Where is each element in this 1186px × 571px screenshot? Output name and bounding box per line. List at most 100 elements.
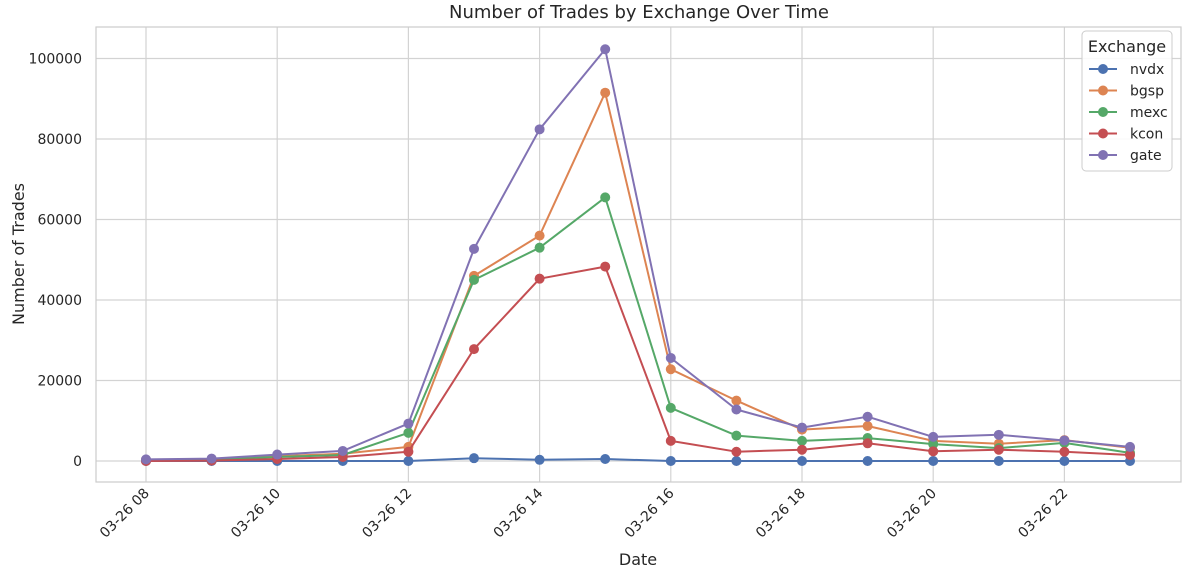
data-point-kcon (1059, 446, 1070, 457)
data-point-gate (1125, 441, 1135, 452)
data-point-kcon (731, 446, 742, 457)
data-point-bgsp (600, 87, 611, 98)
x-tick-label: 03-26 20 (884, 486, 940, 542)
y-tick-label: 60000 (37, 213, 82, 229)
chart-title: Number of Trades by Exchange Over Time (449, 2, 829, 23)
legend-marker (1098, 107, 1108, 117)
data-point-kcon (600, 261, 611, 272)
data-point-mexc (600, 192, 611, 203)
legend-marker (1098, 150, 1108, 160)
x-tick-labels: 03-26 08 03-26 10 03-26 12 03-26 14 03-26 16… (97, 485, 1071, 541)
data-point-mexc (403, 427, 414, 438)
data-point-gate (337, 445, 348, 456)
series-kcon (141, 261, 1135, 466)
series-layer (141, 44, 1135, 466)
legend-title: Exchange (1088, 37, 1166, 56)
y-tick-label: 80000 (37, 132, 82, 148)
legend-marker (1098, 64, 1108, 74)
data-point-gate (1059, 435, 1070, 446)
y-tick-label: 40000 (37, 293, 82, 309)
data-point-nvdx (1059, 456, 1070, 466)
data-point-nvdx (928, 456, 939, 466)
series-line-bgsp (145, 91, 1131, 461)
y-tick-label: 100000 (29, 52, 82, 68)
data-point-bgsp (665, 364, 676, 375)
data-point-kcon (403, 446, 414, 457)
legend-item-mexc: mexc (1089, 105, 1168, 121)
series-line-gate (145, 48, 1131, 461)
series-bgsp (141, 87, 1135, 465)
y-tick-label: 0 (73, 454, 82, 470)
x-tick-label: 03-26 14 (491, 485, 547, 541)
data-point-gate (665, 352, 676, 363)
legend-item-bgsp: bgsp (1089, 84, 1164, 100)
data-point-nvdx (731, 456, 742, 466)
data-point-kcon (797, 444, 807, 455)
data-point-mexc (469, 274, 479, 285)
data-point-kcon (993, 444, 1004, 455)
series-line-nvdx (146, 457, 1130, 462)
data-point-nvdx (600, 453, 611, 464)
data-point-kcon (928, 446, 939, 457)
x-tick-label: 03-26 10 (228, 486, 284, 542)
data-point-gate (600, 44, 611, 55)
legend-label: kcon (1130, 127, 1163, 143)
legend: Exchange nvdx bgsp mexc kcon gate (1081, 30, 1173, 172)
x-axis-label: Date (619, 550, 657, 569)
data-point-kcon (1125, 449, 1135, 460)
data-point-nvdx (862, 456, 873, 466)
x-tick-label: 03-26 08 (97, 486, 153, 542)
data-point-mexc (928, 439, 939, 450)
y-tick-labels: 0 20000 40000 60000 80000 100000 (29, 52, 82, 471)
data-point-kcon (469, 344, 479, 355)
legend-label: mexc (1130, 105, 1168, 121)
data-point-gate (993, 429, 1004, 440)
grid (96, 27, 1181, 482)
legend-item-nvdx: nvdx (1089, 62, 1164, 78)
data-point-nvdx (403, 456, 414, 466)
data-point-kcon (665, 435, 676, 446)
data-point-gate (272, 449, 283, 460)
data-point-mexc (534, 242, 545, 253)
data-point-kcon (534, 273, 545, 284)
x-tick-label: 03-26 16 (622, 485, 678, 541)
data-point-bgsp (731, 395, 742, 406)
x-tick-label: 03-26 12 (359, 486, 415, 542)
data-point-gate (928, 431, 939, 442)
data-point-gate (862, 411, 873, 422)
data-point-gate (469, 243, 479, 254)
data-point-nvdx (469, 453, 479, 464)
series-line-kcon (145, 265, 1131, 462)
legend-item-gate: gate (1089, 148, 1162, 164)
data-point-nvdx (797, 456, 807, 466)
data-point-gate (731, 404, 742, 415)
y-axis-label: Number of Trades (9, 183, 28, 325)
legend-items: nvdx bgsp mexc kcon gate (1089, 62, 1168, 164)
series-line-mexc (145, 196, 1131, 462)
legend-item-kcon: kcon (1089, 127, 1163, 143)
legend-label: bgsp (1130, 84, 1164, 100)
data-point-gate (797, 422, 807, 433)
x-tick-label: 03-26 18 (753, 486, 809, 542)
series-gate (141, 44, 1135, 465)
data-point-bgsp (534, 230, 545, 241)
legend-marker (1098, 85, 1108, 96)
data-point-mexc (731, 430, 742, 441)
data-point-nvdx (993, 456, 1004, 466)
data-point-gate (141, 454, 151, 465)
legend-label: gate (1130, 148, 1162, 164)
legend-label: nvdx (1130, 62, 1164, 78)
data-point-bgsp (862, 420, 873, 431)
data-point-gate (206, 453, 217, 464)
x-tick-label: 03-26 22 (1015, 486, 1071, 542)
data-point-kcon (862, 438, 873, 449)
plot-area-border (95, 26, 1182, 483)
data-point-mexc (665, 402, 676, 413)
y-tick-label: 20000 (37, 374, 82, 390)
legend-marker (1098, 128, 1108, 139)
data-point-gate (534, 124, 545, 135)
data-point-nvdx (534, 454, 545, 465)
data-point-nvdx (665, 456, 676, 466)
data-point-mexc (797, 435, 807, 446)
